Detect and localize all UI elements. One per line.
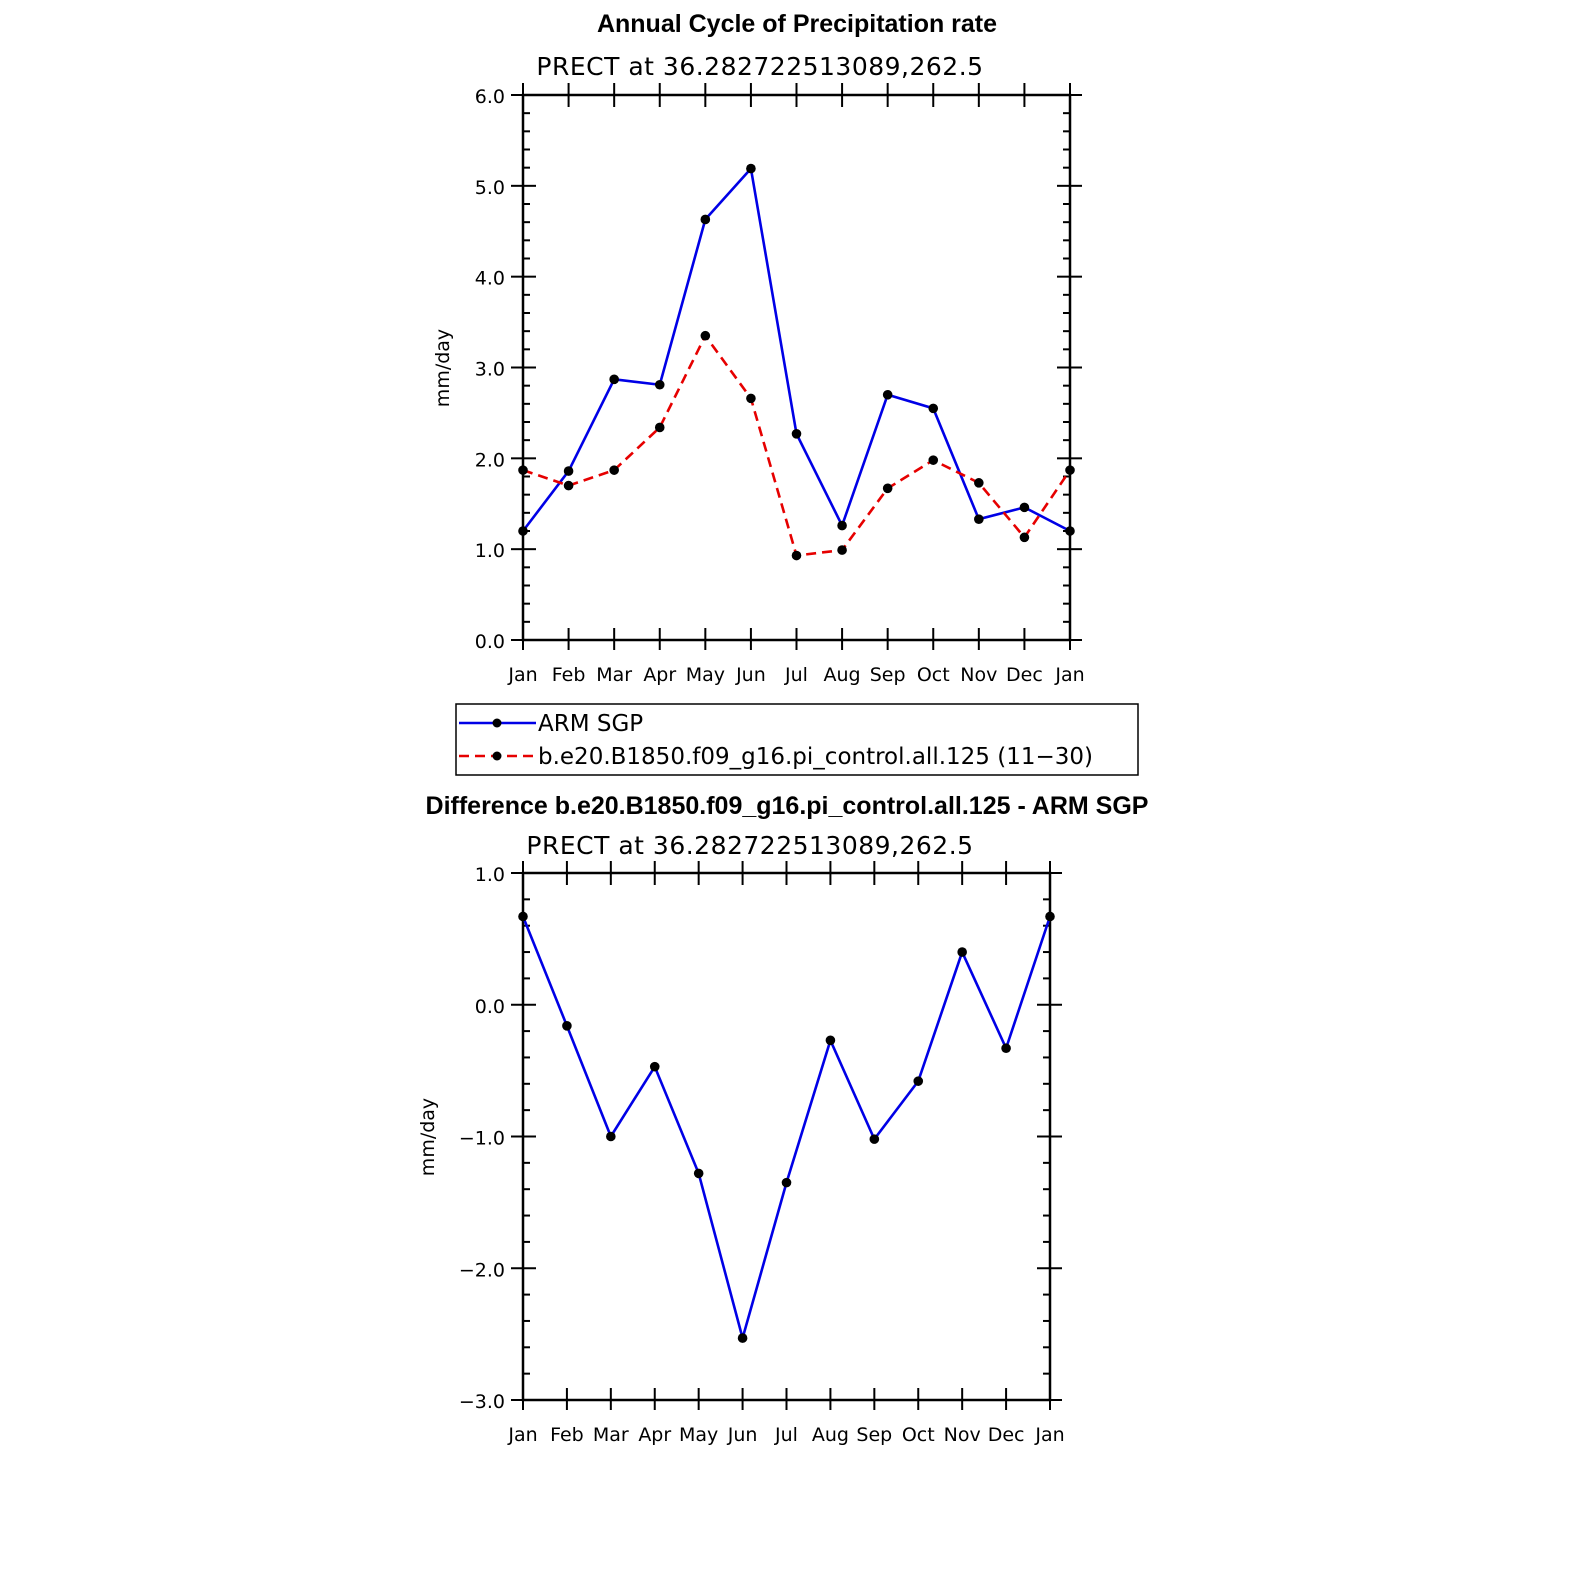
legend-marker-arm-sgp [492,718,502,728]
chart-2-y-tick-label: −2.0 [459,1259,505,1281]
chart-2-x-tick-label: May [679,1424,718,1446]
chart-1-series-2-point [609,465,619,475]
chart-2-x-tick-label: Mar [593,1424,629,1446]
chart-1-series-2-point [654,422,665,433]
chart-2-series-1-point [1001,1043,1011,1054]
chart-1-series-2-point [700,330,711,341]
chart-1-plot: Jan Feb Mar Apr May Jun Jul Aug Sep Oct Nov Dec Jan0… [475,83,1085,686]
chart-2-series-1-point [693,1168,704,1179]
chart-2-x-tick-label: Jun [727,1424,758,1446]
chart-1-y-tick-label: 2.0 [475,449,505,471]
chart-1-y-axis-label: mm/day [432,329,454,407]
chart-2-x-tick-label: Jan [1034,1424,1064,1446]
chart-2-y-tick-label: 1.0 [475,864,505,886]
chart-1-series-2-point [563,480,574,491]
chart-2-series-1-point [913,1076,924,1086]
chart-1-y-tick-label: 6.0 [475,86,505,108]
chart-1-x-tick-label: Jan [507,664,537,686]
chart-2-series-1-point [606,1131,616,1142]
legend-label-model: b.e20.B1850.f09_g16.pi_control.all.125 (… [538,744,1093,770]
chart-1-series-1-point [563,466,574,476]
chart-2-series-1-point [781,1177,792,1188]
chart-2-series-1-point [957,947,967,957]
chart-2-series-1-point [562,1021,572,1031]
chart-1-x-tick-label: Apr [643,664,676,686]
chart-1-series-2-point [882,483,893,494]
chart-1-series-2-point [746,393,756,404]
chart-1-subtitle: PRECT at 36.282722513089,262.5 [536,52,983,81]
legend-marker-model [492,751,502,761]
chart-2-series-1-point [869,1134,880,1144]
chart-1-series-2-point [928,455,939,465]
chart-2-series-line-1 [521,915,1052,1343]
chart-2-title: Difference b.e20.B1850.f09_g16.pi_contro… [426,792,1149,820]
chart-2-x-tick-label: Oct [902,1424,935,1446]
legend-label-arm-sgp: ARM SGP [538,711,643,737]
chart-1-series-line-2 [522,333,1072,557]
chart-2-subtitle: PRECT at 36.282722513089,262.5 [526,831,973,860]
chart-1-x-tick-label: Dec [1006,664,1043,686]
chart-1-title: Annual Cycle of Precipitation rate [597,10,997,38]
chart-1-x-tick-label: Nov [960,664,997,686]
chart-1-series-1-point [974,514,984,524]
chart-1-legend: ARM SGP b.e20.B1850.f09_g16.pi_control.a… [455,703,1139,776]
chart-2-x-tick-label: Jan [507,1424,537,1446]
chart-1-x-tick-label: Jul [784,664,808,686]
chart-1-x-tick-label: Jan [1054,664,1084,686]
chart-2-x-tick-label: Apr [638,1424,671,1446]
chart-1-series-1-point [928,403,939,414]
chart-2-series-1-point [825,1035,836,1046]
chart-2-x-tick-label: Feb [550,1424,584,1446]
chart-2-x-tick-label: Dec [988,1424,1025,1446]
chart-1-series-1-point [609,374,619,385]
chart-1-series-2-point [837,545,847,555]
chart-2-y-tick-label: 0.0 [475,996,505,1018]
chart-1-x-tick-label: Aug [824,664,861,686]
chart-2-series-1-point [649,1061,660,1072]
chart-1-y-tick-label: 5.0 [475,177,505,199]
chart-2-y-axis-label: mm/day [417,1098,439,1176]
chart-2-series-1-point [1045,911,1055,922]
chart-2-series-1-point [518,911,528,922]
chart-1-series-line-1 [521,165,1071,533]
chart-1-series-2-point [1065,465,1075,475]
chart-2-x-tick-label: Aug [812,1424,849,1446]
chart-2-x-tick-label: Sep [856,1424,892,1446]
chart-1-series-1-point [654,379,665,390]
chart-1-series-1-point [1019,502,1030,513]
chart-1-series-2-point [1019,532,1030,543]
chart-1-series-1-point [746,163,756,174]
chart-1-x-tick-label: May [686,664,725,686]
chart-2-y-tick-label: −1.0 [459,1128,505,1150]
chart-2-plot-frame [521,871,1052,1402]
chart-1-y-tick-label: 4.0 [475,268,505,290]
chart-1-x-tick-label: Feb [552,664,586,686]
chart-2-y-tick-label: −3.0 [459,1391,505,1413]
chart-1-series-1-point [1065,526,1075,536]
chart-1-series-1-point [700,214,711,225]
chart-2-series-1-point [737,1333,748,1343]
chart-1-series-1-point [518,526,528,536]
chart-2-x-tick-label: Nov [944,1424,981,1446]
chart-1-y-tick-label: 1.0 [475,540,505,562]
chart-1-x-tick-label: Sep [870,664,906,686]
chart-1-series-1-point [837,520,847,531]
chart-1-x-tick-label: Oct [917,664,950,686]
chart-1-series-1-point [882,389,893,400]
chart-1-x-tick-label: Jun [735,664,766,686]
chart-1-y-tick-label: 3.0 [475,359,505,381]
chart-1-series-2-point [974,478,984,488]
chart-2-plot: Jan Feb Mar Apr May Jun Jul Aug Sep Oct Nov Dec Jan−… [459,861,1065,1446]
chart-1-series-2-point [518,465,528,475]
legend-box [455,703,1139,776]
chart-1-series-2-point [791,550,802,561]
chart-1-x-tick-label: Mar [596,664,632,686]
chart-2-x-tick-label: Jul [774,1424,798,1446]
chart-1-y-tick-label: 0.0 [475,631,505,653]
chart-1-series-1-point [791,429,802,439]
